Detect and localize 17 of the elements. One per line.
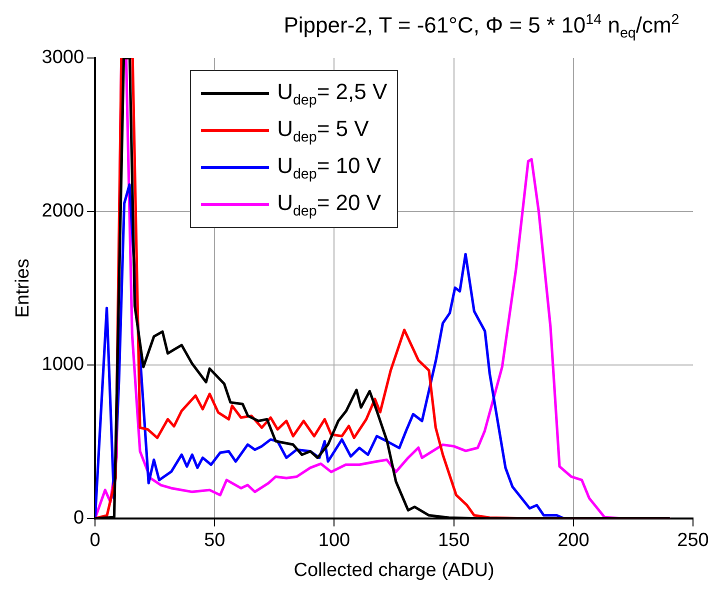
legend-label: U$_{dep}$= 10 V [277,152,382,182]
legend-label: U$_{dep}$= 2,5 V [277,78,388,108]
x-tick-label: 200 [558,530,590,552]
x-tick-label: 0 [90,530,100,552]
x-axis-title: Collected charge (ADU) [294,560,494,581]
x-tick-label: 250 [677,530,709,552]
y-tick-label: 3000 [42,47,84,68]
y-tick-label: 0 [73,508,84,529]
y-tick-label: 2000 [42,200,84,222]
x-tick-label: 50 [204,530,226,552]
legend-label: U$_{dep}$= 5 V [277,116,369,146]
y-axis-title: Entries [12,258,34,318]
x-tick-label: 150 [438,530,470,552]
chart-title: Pipper-2, T = -61°C, Φ = 5 * 10$^{14}$ n$_{eq}$/cm$^{2}$ [282,12,680,42]
y-tick-label: 1000 [42,354,84,376]
legend-label: U$_{dep}$= 20 V [277,190,382,220]
x-tick-label: 100 [318,530,350,552]
